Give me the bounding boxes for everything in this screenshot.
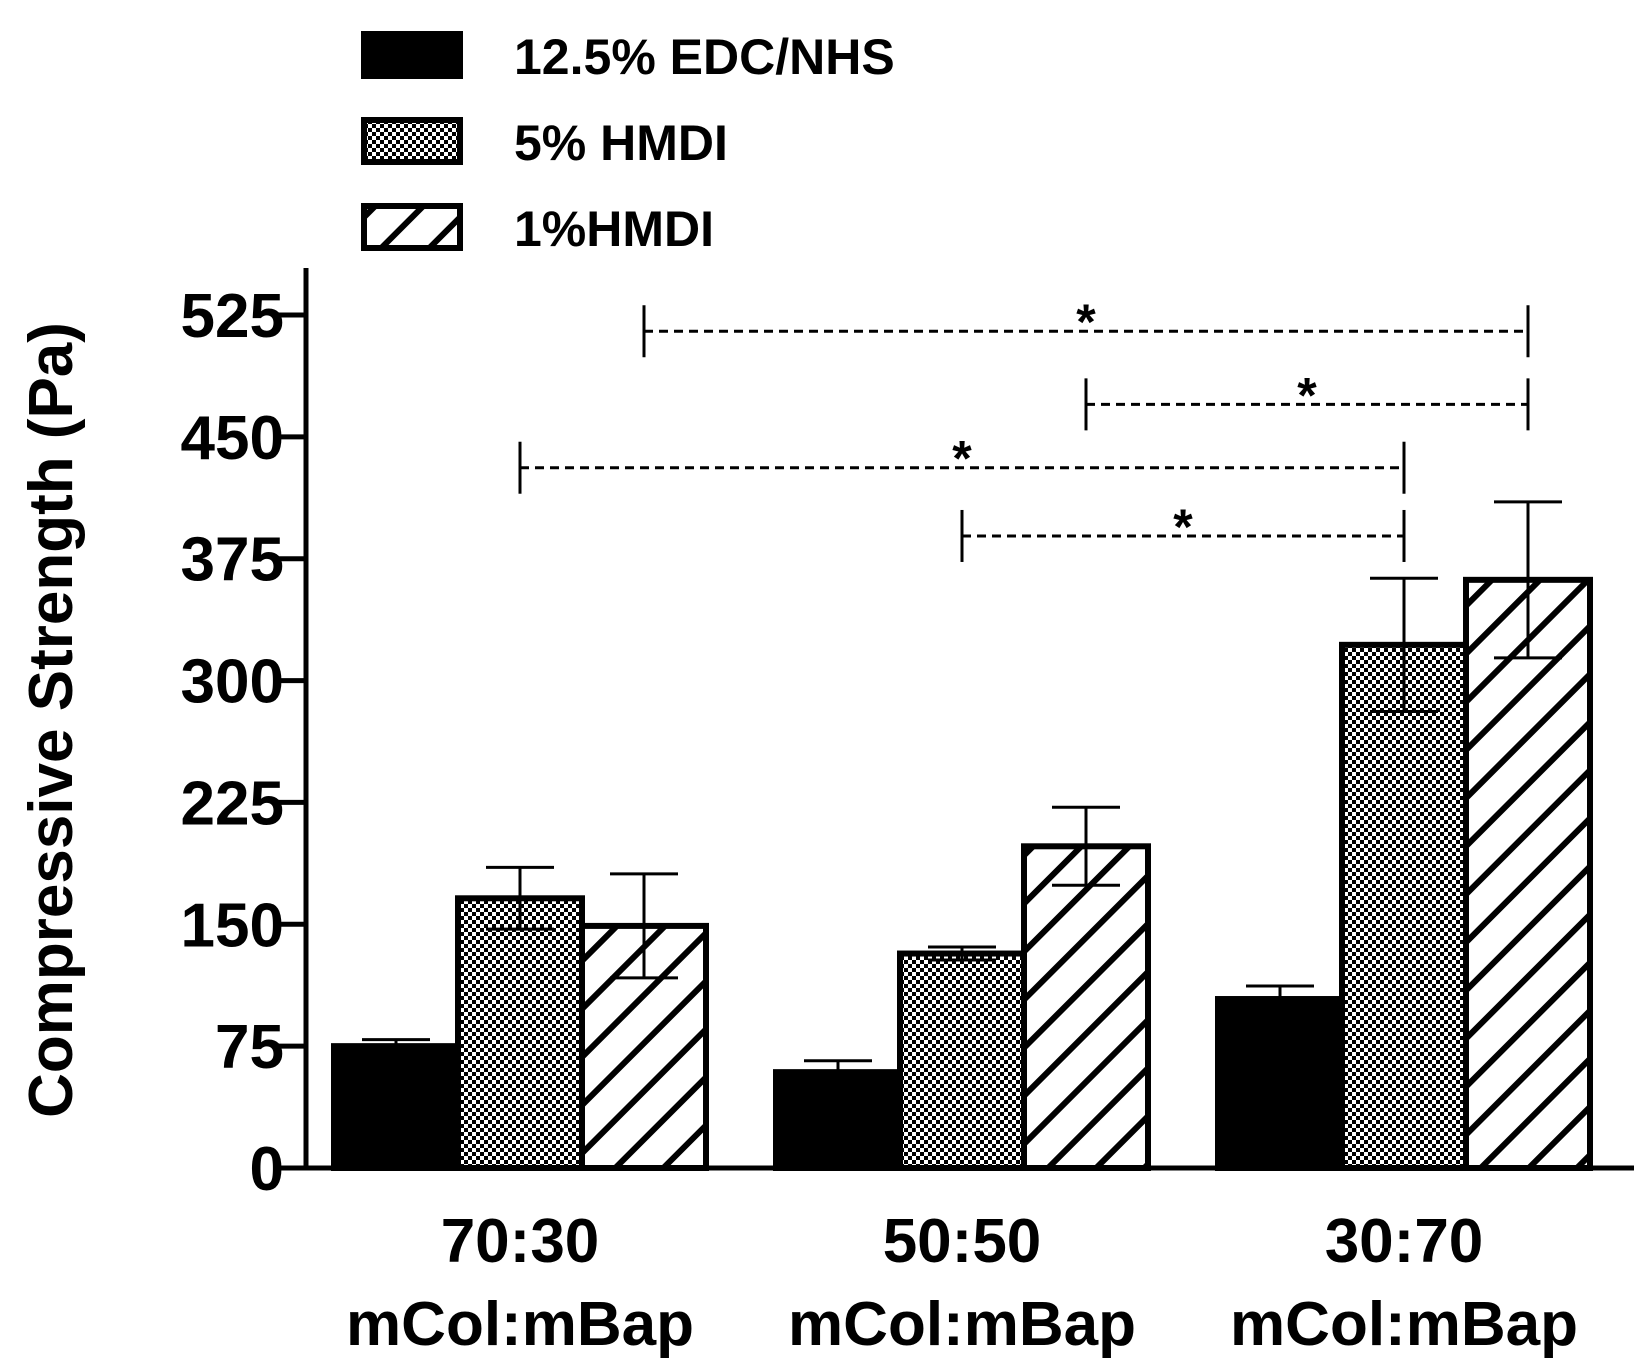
x-tick-sublabel-30-70: mCol:mBap [1230,1290,1578,1359]
bar-1-hmdi-30-70 [1463,576,1593,1171]
x-tick-sublabel-70-30: mCol:mBap [346,1290,694,1359]
y-tick-label-75: 75 [215,1013,284,1082]
x-tick-label-30-70: 30:70 [1325,1207,1484,1276]
significance-star-1: * [1076,294,1096,350]
significance-brackets: * * * * [518,294,1530,562]
legend-label-1-hmdi: 1%HMDI [514,201,714,257]
legend: 12.5% EDC/NHS 5% HMDI 1%HMDI [361,29,895,257]
bar-1-hmdi-50-50 [1021,843,1151,1171]
legend-swatch-12-5-edc-nhs [361,31,463,79]
legend-label-5-hmdi: 5% HMDI [514,115,728,171]
x-tick-label-70-30: 70:30 [441,1207,600,1276]
bar-5-hmdi-70-30 [455,895,585,1172]
y-axis: 0 75 150 225 300 375 450 525 [181,268,309,1204]
y-tick-label-225: 225 [181,769,284,838]
bars [331,576,1593,1172]
x-tick-sublabel-50-50: mCol:mBap [788,1290,1136,1359]
y-tick-label-300: 300 [181,648,284,717]
y-tick-label-450: 450 [181,404,284,473]
bar-12-5-edc-nhs-50-50 [773,1069,903,1171]
y-tick-label-0: 0 [250,1135,284,1204]
y-tick-label-525: 525 [181,282,284,351]
bar-12-5-edc-nhs-30-70 [1215,996,1345,1172]
y-axis-label: Compressive Strength (Pa) [17,322,86,1118]
x-tick-label-50-50: 50:50 [883,1207,1042,1276]
error-bars [362,500,1562,1086]
y-tick-label-150: 150 [181,891,284,960]
legend-label-12-5-edc-nhs: 12.5% EDC/NHS [514,29,895,85]
legend-swatch-5-hmdi [361,117,463,165]
x-axis: 70:30 mCol:mBap 50:50 mCol:mBap 30:70 mCol:mB… [306,1165,1634,1359]
bar-12-5-edc-nhs-70-30 [331,1043,461,1171]
bar-5-hmdi-50-50 [897,950,1027,1171]
significance-star-3: * [952,431,972,487]
bar-5-hmdi-30-70 [1339,641,1469,1171]
y-tick-label-375: 375 [181,526,284,595]
legend-swatch-1-hmdi [361,203,463,251]
significance-star-2: * [1297,367,1317,423]
significance-star-4: * [1173,499,1193,555]
